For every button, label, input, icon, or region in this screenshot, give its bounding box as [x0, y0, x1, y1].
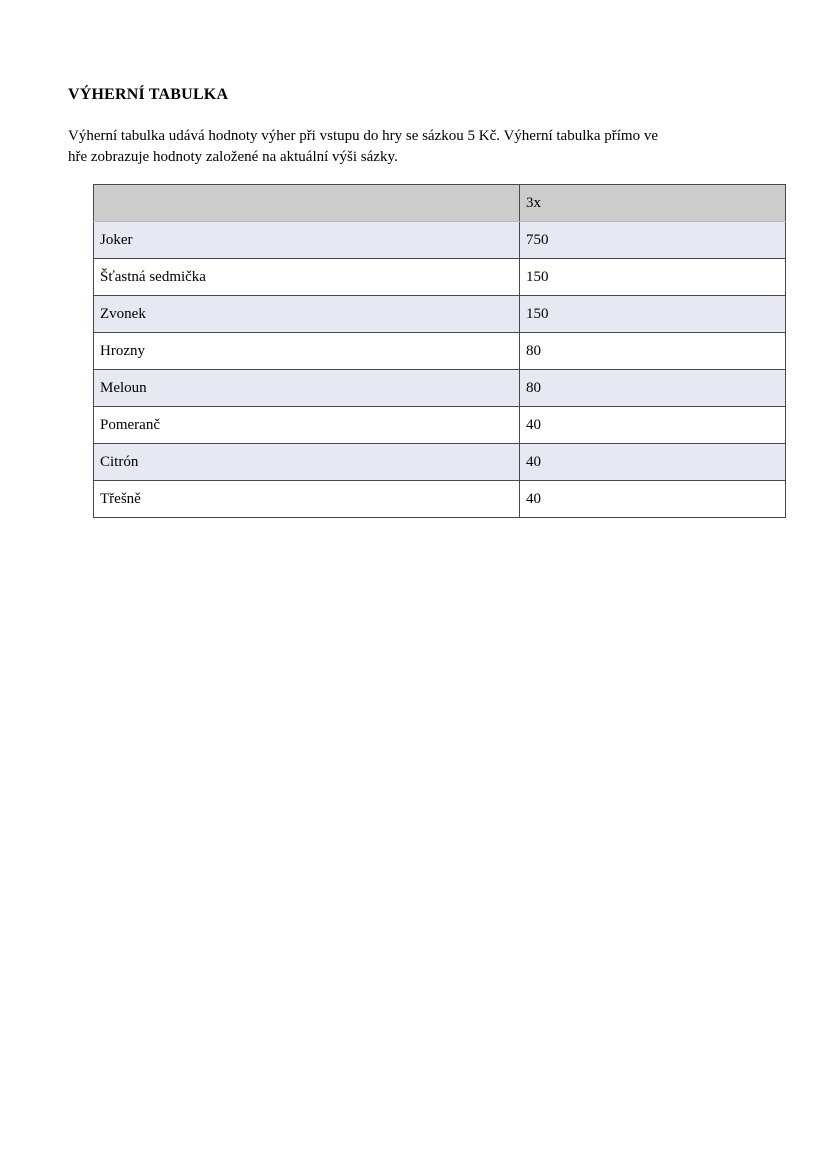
- symbol-name-cell: Hrozny: [93, 332, 520, 370]
- paytable-symbol-header-cell: [93, 184, 520, 222]
- table-row: Citrón 40: [93, 443, 786, 481]
- paytable-multiplier-header-cell: 3x: [519, 184, 786, 222]
- symbol-name-cell: Třešně: [93, 480, 520, 518]
- paytable: 3x Joker 750 Šťastná sedmička 150 Zvonek…: [93, 184, 786, 518]
- payout-value-cell: 150: [519, 258, 786, 296]
- payout-value-cell: 40: [519, 480, 786, 518]
- symbol-name-cell: Zvonek: [93, 295, 520, 333]
- payout-value-cell: 40: [519, 406, 786, 444]
- paytable-header-row: 3x: [93, 184, 786, 222]
- page-title: VÝHERNÍ TABULKA: [68, 86, 229, 103]
- table-row: Třešně 40: [93, 480, 786, 518]
- payout-value-cell: 750: [519, 221, 786, 259]
- symbol-name-cell: Pomeranč: [93, 406, 520, 444]
- table-row: Joker 750: [93, 221, 786, 259]
- table-row: Hrozny 80: [93, 332, 786, 370]
- table-row: Zvonek 150: [93, 295, 786, 333]
- table-row: Meloun 80: [93, 369, 786, 407]
- symbol-name-cell: Šťastná sedmička: [93, 258, 520, 296]
- payout-value-cell: 150: [519, 295, 786, 333]
- intro-paragraph: Výherní tabulka udává hodnoty výher při …: [68, 126, 658, 168]
- symbol-name-cell: Meloun: [93, 369, 520, 407]
- payout-value-cell: 40: [519, 443, 786, 481]
- table-row: Šťastná sedmička 150: [93, 258, 786, 296]
- symbol-name-cell: Joker: [93, 221, 520, 259]
- intro-line-1: Výherní tabulka udává hodnoty výher při …: [68, 128, 659, 144]
- payout-value-cell: 80: [519, 332, 786, 370]
- intro-line-2: hře zobrazuje hodnoty založené na aktuál…: [68, 149, 398, 165]
- payout-value-cell: 80: [519, 369, 786, 407]
- table-row: Pomeranč 40: [93, 406, 786, 444]
- symbol-name-cell: Citrón: [93, 443, 520, 481]
